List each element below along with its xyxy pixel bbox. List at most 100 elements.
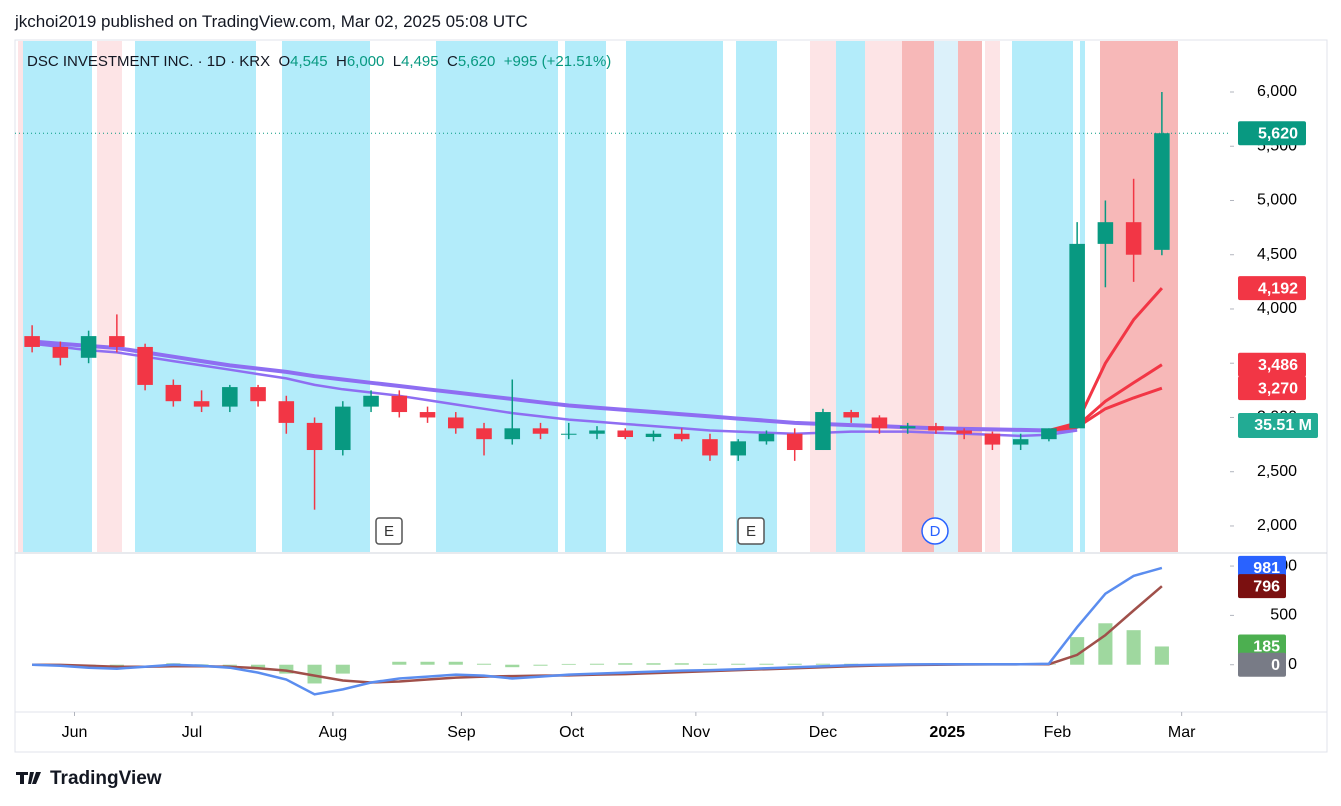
candle-body — [24, 336, 40, 347]
histogram-bar — [448, 661, 463, 665]
ma-line — [31, 342, 1078, 438]
high: 6,000 — [346, 53, 385, 70]
end-label: 185 — [1253, 639, 1280, 656]
candle-body — [871, 417, 888, 429]
candle-body — [730, 441, 746, 456]
candle-body — [419, 412, 436, 418]
x-tick-label: Jul — [182, 724, 202, 741]
signal-line — [32, 585, 1163, 684]
histogram-bar — [222, 664, 237, 666]
band — [436, 41, 558, 552]
histogram-bar — [759, 663, 774, 665]
histogram-bar — [307, 664, 322, 684]
histogram-bar — [1070, 637, 1085, 665]
brand: TradingView — [50, 768, 162, 789]
ma-line — [1048, 287, 1164, 432]
x-tick-label: Feb — [1044, 724, 1072, 741]
candle-body — [1041, 428, 1057, 440]
candle-body — [589, 430, 605, 434]
y-tick-label: 4,500 — [1257, 246, 1297, 263]
candle-body — [52, 346, 69, 358]
candle-body — [673, 433, 690, 440]
band — [23, 41, 92, 552]
high-key: H — [336, 53, 347, 70]
candle-body — [1069, 243, 1085, 429]
background-bands — [18, 41, 1178, 552]
end-label-box — [1238, 634, 1286, 659]
histogram-bar — [589, 663, 605, 665]
candle-body — [80, 336, 97, 358]
low: 4,495 — [401, 53, 439, 70]
band — [1012, 41, 1073, 552]
candle-body — [391, 395, 408, 413]
candle-body — [335, 406, 351, 451]
candle-body — [899, 426, 916, 429]
plot: 2,0002,5003,0003,5004,0004,5005,0005,500… — [15, 83, 1318, 741]
band — [865, 41, 902, 552]
x-tick-label: Oct — [559, 724, 584, 741]
candle-body — [532, 428, 549, 434]
candle-body — [250, 387, 266, 402]
histogram-bar — [505, 664, 520, 668]
candle-body — [815, 412, 831, 451]
x-tick-label: Jun — [62, 724, 88, 741]
candle-body — [448, 417, 464, 429]
x-tick-label: Sep — [447, 724, 476, 741]
band — [958, 41, 982, 552]
y-tick-label: 2,000 — [1257, 517, 1297, 534]
price-label-box — [1238, 376, 1306, 401]
band — [626, 41, 723, 552]
volume-label: 35.51 M — [1254, 417, 1312, 434]
band — [836, 41, 865, 552]
event-marker — [737, 517, 765, 545]
band — [810, 41, 822, 552]
band — [18, 41, 23, 552]
end-label: 796 — [1253, 578, 1280, 595]
price-label-box — [1238, 121, 1306, 146]
end-label: 0 — [1271, 657, 1280, 674]
candle-body — [928, 426, 944, 431]
open: 4,545 — [290, 53, 328, 70]
price-label: 3,270 — [1258, 380, 1298, 397]
y-tick-label: 500 — [1270, 607, 1297, 624]
end-label-box — [1238, 652, 1286, 677]
band — [135, 41, 256, 552]
candle-body — [843, 412, 859, 418]
histogram-bar — [420, 661, 435, 665]
candle-body — [165, 384, 182, 402]
candle-body — [476, 428, 492, 440]
y-tick-label: 5,000 — [1257, 192, 1297, 209]
x-tick-label: 2025 — [929, 724, 965, 741]
event-label: E — [384, 523, 394, 540]
histogram-bar — [392, 661, 407, 665]
band — [934, 41, 958, 552]
candle-body — [560, 433, 577, 435]
candle-body — [306, 422, 323, 451]
price-label: 4,192 — [1258, 280, 1298, 297]
candle-body — [984, 433, 1001, 445]
candle-body — [1154, 133, 1170, 250]
band — [1100, 41, 1178, 552]
x-tick-label: Mar — [1168, 724, 1196, 741]
band — [282, 41, 370, 552]
event-marker — [375, 517, 403, 545]
candle-body — [1097, 222, 1114, 244]
candle-body — [956, 430, 972, 434]
histogram-bar — [618, 663, 633, 665]
price-label: 5,620 — [1258, 125, 1298, 142]
candle-body — [193, 401, 210, 407]
band — [736, 41, 777, 552]
y-tick-label: 0 — [1288, 656, 1297, 673]
volume-label-box — [1238, 413, 1318, 438]
histogram-bar — [646, 663, 661, 665]
candle-body — [504, 428, 521, 440]
low-key: L — [392, 53, 402, 70]
open-key: O — [278, 53, 291, 70]
histogram-bar — [476, 663, 492, 665]
symbol: DSC INVESTMENT INC. · 1D · KRX — [27, 53, 271, 70]
histogram-bar — [815, 663, 831, 665]
candle-body — [786, 433, 803, 451]
